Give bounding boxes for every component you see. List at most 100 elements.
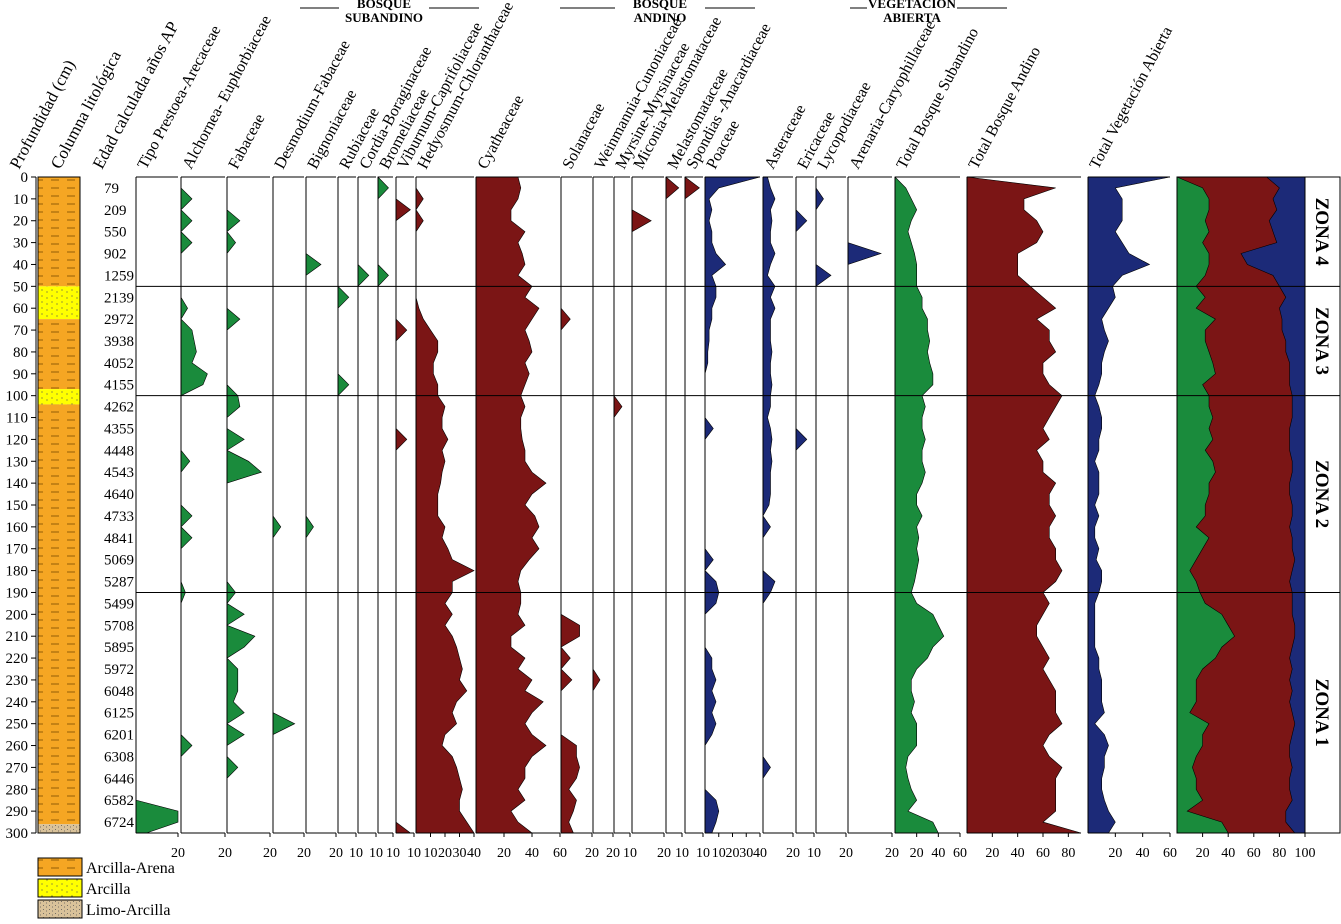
series-tick-label: 40 xyxy=(1011,846,1025,861)
series-area xyxy=(357,177,370,833)
series-tick-label: 30 xyxy=(739,846,753,861)
age-label: 3938 xyxy=(104,334,134,350)
series-area xyxy=(180,177,208,833)
series-tick-label: 20 xyxy=(657,846,671,861)
series-tick-label: 10 xyxy=(807,846,821,861)
series-area xyxy=(684,176,700,833)
depth-tick-label: 130 xyxy=(6,454,29,470)
series-area xyxy=(337,177,350,833)
age-label: 4355 xyxy=(104,421,134,437)
age-label: 4448 xyxy=(104,443,134,459)
age-label: 4733 xyxy=(104,509,134,525)
series-label: Cyatheaceae xyxy=(475,93,528,172)
depth-tick-label: 160 xyxy=(6,520,29,536)
series-area xyxy=(966,176,1082,834)
age-label: 4841 xyxy=(104,531,134,547)
group-label: ABIERTA xyxy=(883,10,941,25)
series-tick-label: 80 xyxy=(1061,846,1075,861)
series-area xyxy=(560,177,580,834)
zone-label: ZONA 4 xyxy=(1311,198,1332,267)
depth-tick-label: 170 xyxy=(6,542,29,558)
legend-swatch xyxy=(37,857,83,877)
legend-label: Arcilla-Arena xyxy=(86,860,175,877)
depth-tick-label: 60 xyxy=(13,301,28,317)
series-label: Total Vegetación Abierta xyxy=(1087,24,1176,172)
series-tick-label: 10 xyxy=(349,846,363,861)
depth-tick-label: 300 xyxy=(6,826,29,842)
lithology-column-frame xyxy=(37,176,81,834)
depth-tick-label: 280 xyxy=(6,782,29,798)
age-label: 1259 xyxy=(104,268,134,284)
series-area xyxy=(795,177,808,833)
depth-tick-label: 230 xyxy=(6,673,29,689)
series-tick-label: 60 xyxy=(953,846,967,861)
age-label: 5287 xyxy=(104,575,135,591)
series-tick-label: 20 xyxy=(726,846,740,861)
depth-tick-label: 260 xyxy=(6,739,29,755)
series-tick-label: 10 xyxy=(696,846,710,861)
age-label: 550 xyxy=(104,225,127,241)
series-area xyxy=(631,177,652,833)
lithology-layer xyxy=(38,286,80,320)
series-area xyxy=(226,177,263,833)
legend-label: Arcilla xyxy=(86,881,130,898)
series-tick-label: 20 xyxy=(329,846,343,861)
series-tick-label: 30 xyxy=(453,846,467,861)
depth-tick-label: 30 xyxy=(13,236,28,252)
series-tick-label: 20 xyxy=(786,846,800,861)
series-tick-label: 10 xyxy=(386,846,400,861)
depth-tick-label: 200 xyxy=(6,607,29,623)
age-label: 5972 xyxy=(104,662,134,678)
depth-tick-label: 240 xyxy=(6,695,29,711)
depth-tick-label: 70 xyxy=(13,323,28,339)
series-area xyxy=(704,176,761,834)
depth-tick-label: 220 xyxy=(6,651,29,667)
age-label: 902 xyxy=(104,247,127,263)
summary-tick-label: 20 xyxy=(1196,846,1210,861)
age-label: 6582 xyxy=(104,793,134,809)
series-tick-label: 20 xyxy=(839,846,853,861)
depth-tick-label: 120 xyxy=(6,432,29,448)
series-area xyxy=(135,177,179,834)
legend-label: Limo-Arcilla xyxy=(86,902,170,919)
series-area xyxy=(592,177,601,833)
age-label: 6308 xyxy=(104,749,134,765)
series-tick-label: 20 xyxy=(497,846,511,861)
series-tick-label: 40 xyxy=(1136,846,1150,861)
series-area xyxy=(377,176,389,833)
depth-tick-label: 100 xyxy=(6,389,29,405)
group-label: SUBANDINO xyxy=(345,10,423,25)
age-label: 6125 xyxy=(104,706,134,722)
depth-tick-label: 180 xyxy=(6,564,29,580)
summary-tick-label: 100 xyxy=(1295,846,1316,861)
series-tick-label: 60 xyxy=(1163,846,1177,861)
series-tick-label: 10 xyxy=(369,846,383,861)
age-label: 209 xyxy=(104,203,127,219)
series-tick-label: 20 xyxy=(885,846,899,861)
depth-tick-label: 150 xyxy=(6,498,29,514)
series-area xyxy=(847,177,882,833)
series-area xyxy=(665,176,680,833)
series-tick-label: 10 xyxy=(675,846,689,861)
series-tick-label: 20 xyxy=(218,846,232,861)
series-tick-label: 10 xyxy=(712,846,726,861)
series-area xyxy=(415,177,475,834)
series-label: Alchornea- Euphorbiaceae xyxy=(180,13,275,172)
series-area xyxy=(815,177,832,833)
series-tick-label: 40 xyxy=(931,846,945,861)
depth-tick-label: 210 xyxy=(6,629,29,645)
age-label: 6201 xyxy=(104,728,134,744)
age-label: 5499 xyxy=(104,596,134,612)
series-tick-label: 40 xyxy=(525,846,539,861)
depth-tick-label: 80 xyxy=(13,345,28,361)
series-tick-label: 60 xyxy=(553,846,567,861)
legend-swatch xyxy=(37,899,83,919)
series-tick-label: 20 xyxy=(910,846,924,861)
lithology-layer xyxy=(38,389,80,405)
lithology-layer xyxy=(38,319,80,390)
depth-tick-label: 0 xyxy=(21,170,29,186)
age-label: 4155 xyxy=(104,378,134,394)
zone-label: ZONA 1 xyxy=(1311,679,1332,747)
series-tick-label: 20 xyxy=(985,846,999,861)
series-label: Tipo Prestoea-Arecaceae xyxy=(135,23,225,172)
